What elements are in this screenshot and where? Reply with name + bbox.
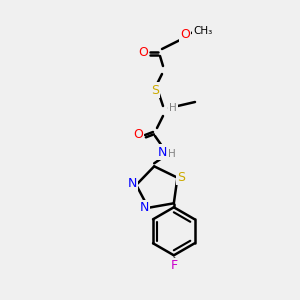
Text: N: N [128, 177, 137, 190]
Text: O: O [133, 128, 143, 142]
Text: O: O [180, 28, 190, 41]
Text: O: O [138, 46, 148, 59]
Text: S: S [177, 171, 185, 184]
Text: S: S [151, 83, 159, 97]
Text: H: H [169, 103, 177, 113]
Text: N: N [157, 146, 167, 158]
Text: N: N [140, 201, 149, 214]
Text: CH₃: CH₃ [194, 26, 213, 36]
Text: F: F [170, 259, 177, 272]
Text: H: H [168, 149, 176, 159]
